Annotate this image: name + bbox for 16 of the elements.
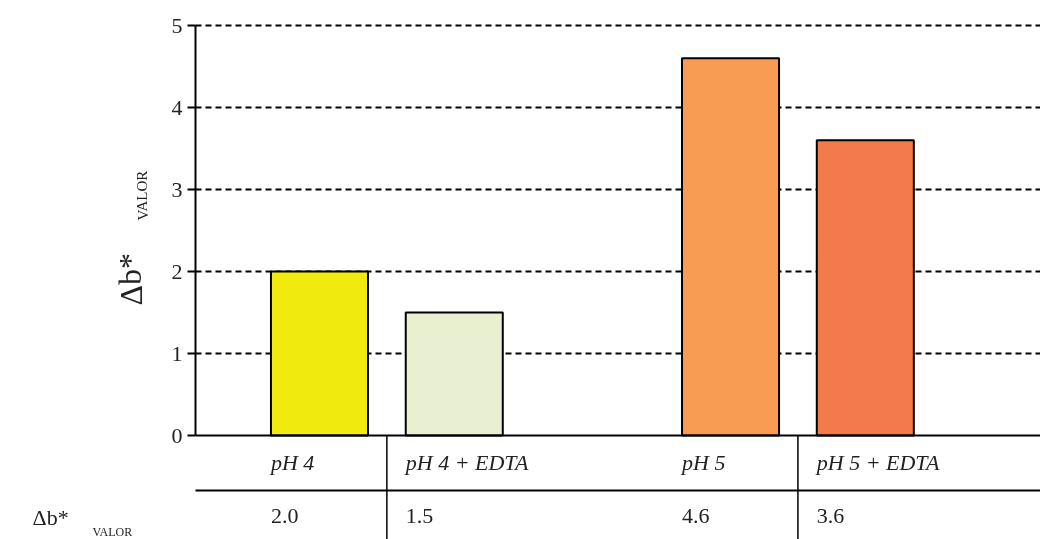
x-tick-label: pH 5 + EDTA [814,450,940,475]
y-tick-label: 3 [171,176,183,202]
data-label: 2.0 [270,502,299,528]
y-tick-label: 4 [171,94,183,120]
text: Δb*VALOR [32,505,133,539]
data-label: 4.6 [682,502,710,528]
y-tick-label: 5 [171,12,183,38]
x-tick-label: pH 4 [268,450,315,475]
x-tick-label: pH 5 [680,450,726,475]
y-tick-label: 0 [171,422,183,448]
x-tick-label: pH 4 + EDTA [403,450,529,475]
data-label: 1.5 [405,502,434,528]
y-tick-label: 1 [171,340,183,366]
y-axis-title: Δb*VALOR [112,170,151,306]
y-tick-label: 2 [171,258,183,284]
data-label: 3.6 [816,502,845,528]
